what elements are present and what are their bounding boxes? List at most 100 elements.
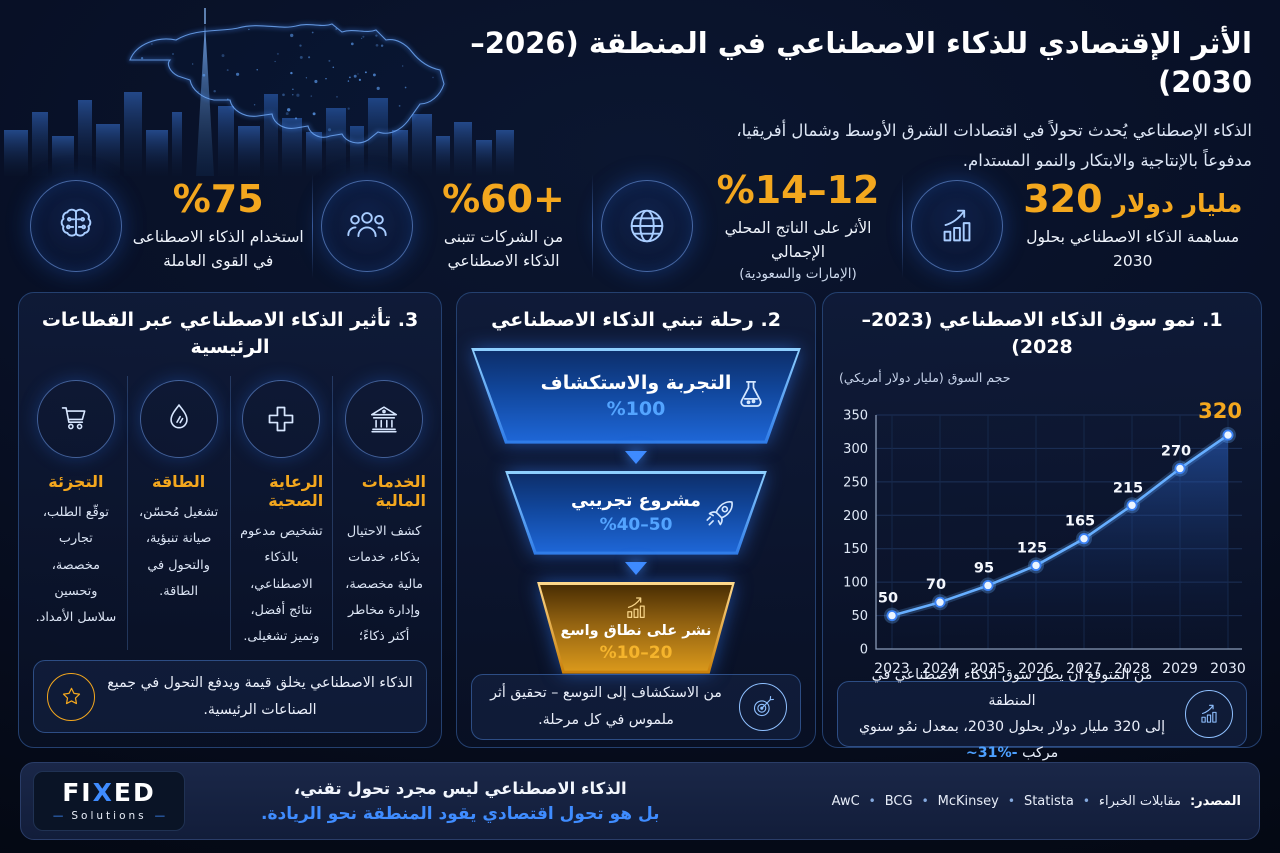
market-note-line2: إلى 320 مليار دولار بحلول 2030، بمعدل نم… <box>858 719 1166 762</box>
cart-icon-circle <box>36 380 115 459</box>
source-separator-dot: • <box>1007 794 1015 808</box>
subtitle-line-1: الذكاء الإصطناعي يُحدث تحولاً في اقتصادا… <box>736 121 1252 141</box>
stat-value: %75 <box>172 177 264 222</box>
stat-label: مساهمة الذكاء الاصطناعي بحلول 2030 <box>1026 227 1240 270</box>
bank-icon-circle <box>345 380 424 459</box>
medical-cross-icon-circle <box>242 380 321 459</box>
drop-icon-circle <box>139 380 218 459</box>
svg-text:200: 200 <box>843 509 868 524</box>
stage-label: التجربة والاستكشاف <box>540 371 732 394</box>
trend-up-icon <box>1185 690 1233 739</box>
stat-label: الأثر على الناتج المحلي الإجمالي <box>724 218 872 261</box>
funnel-arrow-icon <box>625 561 647 575</box>
svg-text:100: 100 <box>843 576 868 591</box>
sector-column: الخدمات المالية كشف الاحتيال بذكاء، خدمات… <box>332 376 435 651</box>
svg-text:2023: 2023 <box>874 661 910 677</box>
svg-text:2025: 2025 <box>970 661 1006 677</box>
sector-description: توقّع الطلب، تجارب مخصصة، وتحسين سلاسل ا… <box>35 505 117 626</box>
svg-text:2028: 2028 <box>1114 661 1150 677</box>
sector-name: الرعاية الصحية <box>268 472 324 511</box>
svg-text:2029: 2029 <box>1162 661 1198 677</box>
brain-icon-circle <box>30 179 122 272</box>
growth-icon <box>934 203 980 249</box>
page-title: الأثر الإقتصادي للذكاء الاصطناعي في المن… <box>470 26 1252 100</box>
market-growth-chart: 0 50 100 150 200 250 300 350 50 2023 70 2024 95 2025 1… <box>843 399 1246 677</box>
globe-icon-circle <box>600 179 693 272</box>
sectors-note-text: الذكاء الاصطناعي يخلق قيمة ويدفع التحول … <box>107 675 413 718</box>
stat-1: %75 استخدام الذكاء الاصطناعى في القوى الع… <box>22 177 312 273</box>
market-note: من المتوقع أن يصل سوق الذكاء الاصطناعي ف… <box>837 667 1247 761</box>
stage-value: %10–20 <box>599 642 673 663</box>
fixed-solutions-logo: FIXED — Solutions — <box>33 771 185 831</box>
sector-column: الرعاية الصحية تشخيص مدعوم بالذكاء الاصطن… <box>229 376 333 651</box>
stat-body: %60+ من الشركات تتبنى الذكاء الاصطناعي <box>423 178 583 273</box>
star-icon <box>47 672 95 721</box>
globe-icon <box>624 203 670 249</box>
cart-icon <box>57 400 95 438</box>
drop-icon <box>160 400 198 438</box>
sector-description: كشف الاحتيال بذكاء، خدمات مالية مخصصة، و… <box>345 524 423 645</box>
sectors-panel: 3. تأثير الذكاء الاصطناعي عبر القطاعات ا… <box>18 292 442 748</box>
sources-line: المصدر: مقابلات الخبراء • Statista • McKinsey… <box>832 794 1241 809</box>
source-item: AwC <box>831 793 860 809</box>
chart-y-axis-label: حجم السوق (مليار دولار أمريكي) <box>839 370 1011 386</box>
sector-description: تشغيل مُحسّن، صيانة تنبؤية، والتحول في ا… <box>139 505 219 599</box>
trend-up-icon <box>1196 701 1222 727</box>
stat-body: 320 مليار دولار مساهمة الذكاء الاصطناعي بح… <box>1013 177 1253 273</box>
source-item: McKinsey <box>937 793 999 809</box>
svg-text:320: 320 <box>1198 399 1242 423</box>
journey-note-text: من الاستكشاف إلى التوسع – تحقيق أثر ملمو… <box>490 685 722 728</box>
stat-2: %60+ من الشركات تتبنى الذكاء الاصطناعي <box>313 178 591 273</box>
journey-note: من الاستكشاف إلى التوسع – تحقيق أثر ملمو… <box>471 673 801 740</box>
logo-subtitle: — Solutions — <box>52 810 166 822</box>
star-icon <box>58 683 85 710</box>
funnel-stage-3: نشر على نطاق واسع %10–20 <box>537 581 735 674</box>
svg-text:2024: 2024 <box>922 661 958 677</box>
svg-text:95: 95 <box>974 561 994 577</box>
target-icon <box>739 682 787 731</box>
stage-value: %40–50 <box>599 514 673 535</box>
source-item: Statista <box>1023 793 1074 809</box>
market-note-text: من المتوقع أن يصل سوق الذكاء الاصطناعي ف… <box>851 662 1173 767</box>
adoption-journey-panel: 2. رحلة تبني الذكاء الاصطناعي التجربة وا… <box>456 292 816 748</box>
brain-icon <box>53 203 99 249</box>
stat-body: %14–12 الأثر على الناتج المحلي الإجمالي (ا… <box>703 168 894 282</box>
source-separator-dot: • <box>1082 794 1090 808</box>
stat-3: %14–12 الأثر على الناتج المحلي الإجمالي (ا… <box>593 168 902 282</box>
svg-text:0: 0 <box>860 643 868 658</box>
stat-value: %14–12 <box>716 168 880 213</box>
chart-bars-icon <box>621 593 651 623</box>
sources-label: المصدر: <box>1189 793 1241 809</box>
adoption-funnel: التجربة والاستكشاف %100 مشروع تجريبي %40–50… <box>457 347 815 674</box>
subtitle-line-2: مدفوعاً بالإنتاجية والابتكار والنمو المس… <box>962 150 1252 170</box>
svg-text:150: 150 <box>843 542 868 557</box>
sector-name: الطاقة <box>152 472 206 492</box>
target-icon <box>750 693 777 720</box>
stage-label: نشر على نطاق واسع <box>560 622 712 639</box>
market-note-line1: من المتوقع أن يصل سوق الذكاء الاصطناعي ف… <box>871 666 1153 709</box>
stage-label: مشروع تجريبي <box>571 490 701 511</box>
stat-unit: مليار دولار <box>1112 189 1243 219</box>
key-stats-row: %75 استخدام الذكاء الاصطناعى في القوى الع… <box>22 164 1258 288</box>
journey-panel-title: 2. رحلة تبني الذكاء الاصطناعي <box>491 309 781 331</box>
header: الأثر الإقتصادي للذكاء الاصطناعي في المن… <box>422 24 1252 176</box>
sector-column: التجزئة توقّع الطلب، تجارب مخصصة، وتحسين … <box>25 376 127 650</box>
funnel-stage-1: التجربة والاستكشاف %100 <box>471 347 801 444</box>
sector-name: التجزئة <box>48 472 104 492</box>
cagr-highlight: ~31%- <box>965 745 1018 762</box>
svg-text:2026: 2026 <box>1018 661 1054 677</box>
stat-value: 320 مليار دولار <box>1023 177 1243 222</box>
svg-text:270: 270 <box>1161 444 1191 460</box>
stat-sublabel: (الإمارات والسعودية) <box>739 265 857 282</box>
footer-bar: FIXED — Solutions — الذكاء الاصطناعي ليس م… <box>20 762 1260 840</box>
tagline-line2: بل هو تحول اقتصادي يقود المنطقة نحو الري… <box>261 803 660 824</box>
stat-label: من الشركات تتبنى الذكاء الاصطناعي <box>443 227 564 270</box>
footer-tagline: الذكاء الاصطناعي ليس مجرد تحول تقني، بل … <box>261 779 660 824</box>
logo-wordmark: FIXED <box>62 778 156 807</box>
stat-4: 320 مليار دولار مساهمة الذكاء الاصطناعي بح… <box>903 177 1261 273</box>
sector-name: الخدمات المالية <box>361 472 426 511</box>
page-subtitle: الذكاء الإصطناعي يُحدث تحولاً في اقتصادا… <box>422 116 1252 175</box>
market-growth-panel: 1. نمو سوق الذكاء الاصطناعي (2023–2028) … <box>822 292 1262 761</box>
tagline-line1: الذكاء الاصطناعي ليس مجرد تحول تقني، <box>293 778 627 798</box>
